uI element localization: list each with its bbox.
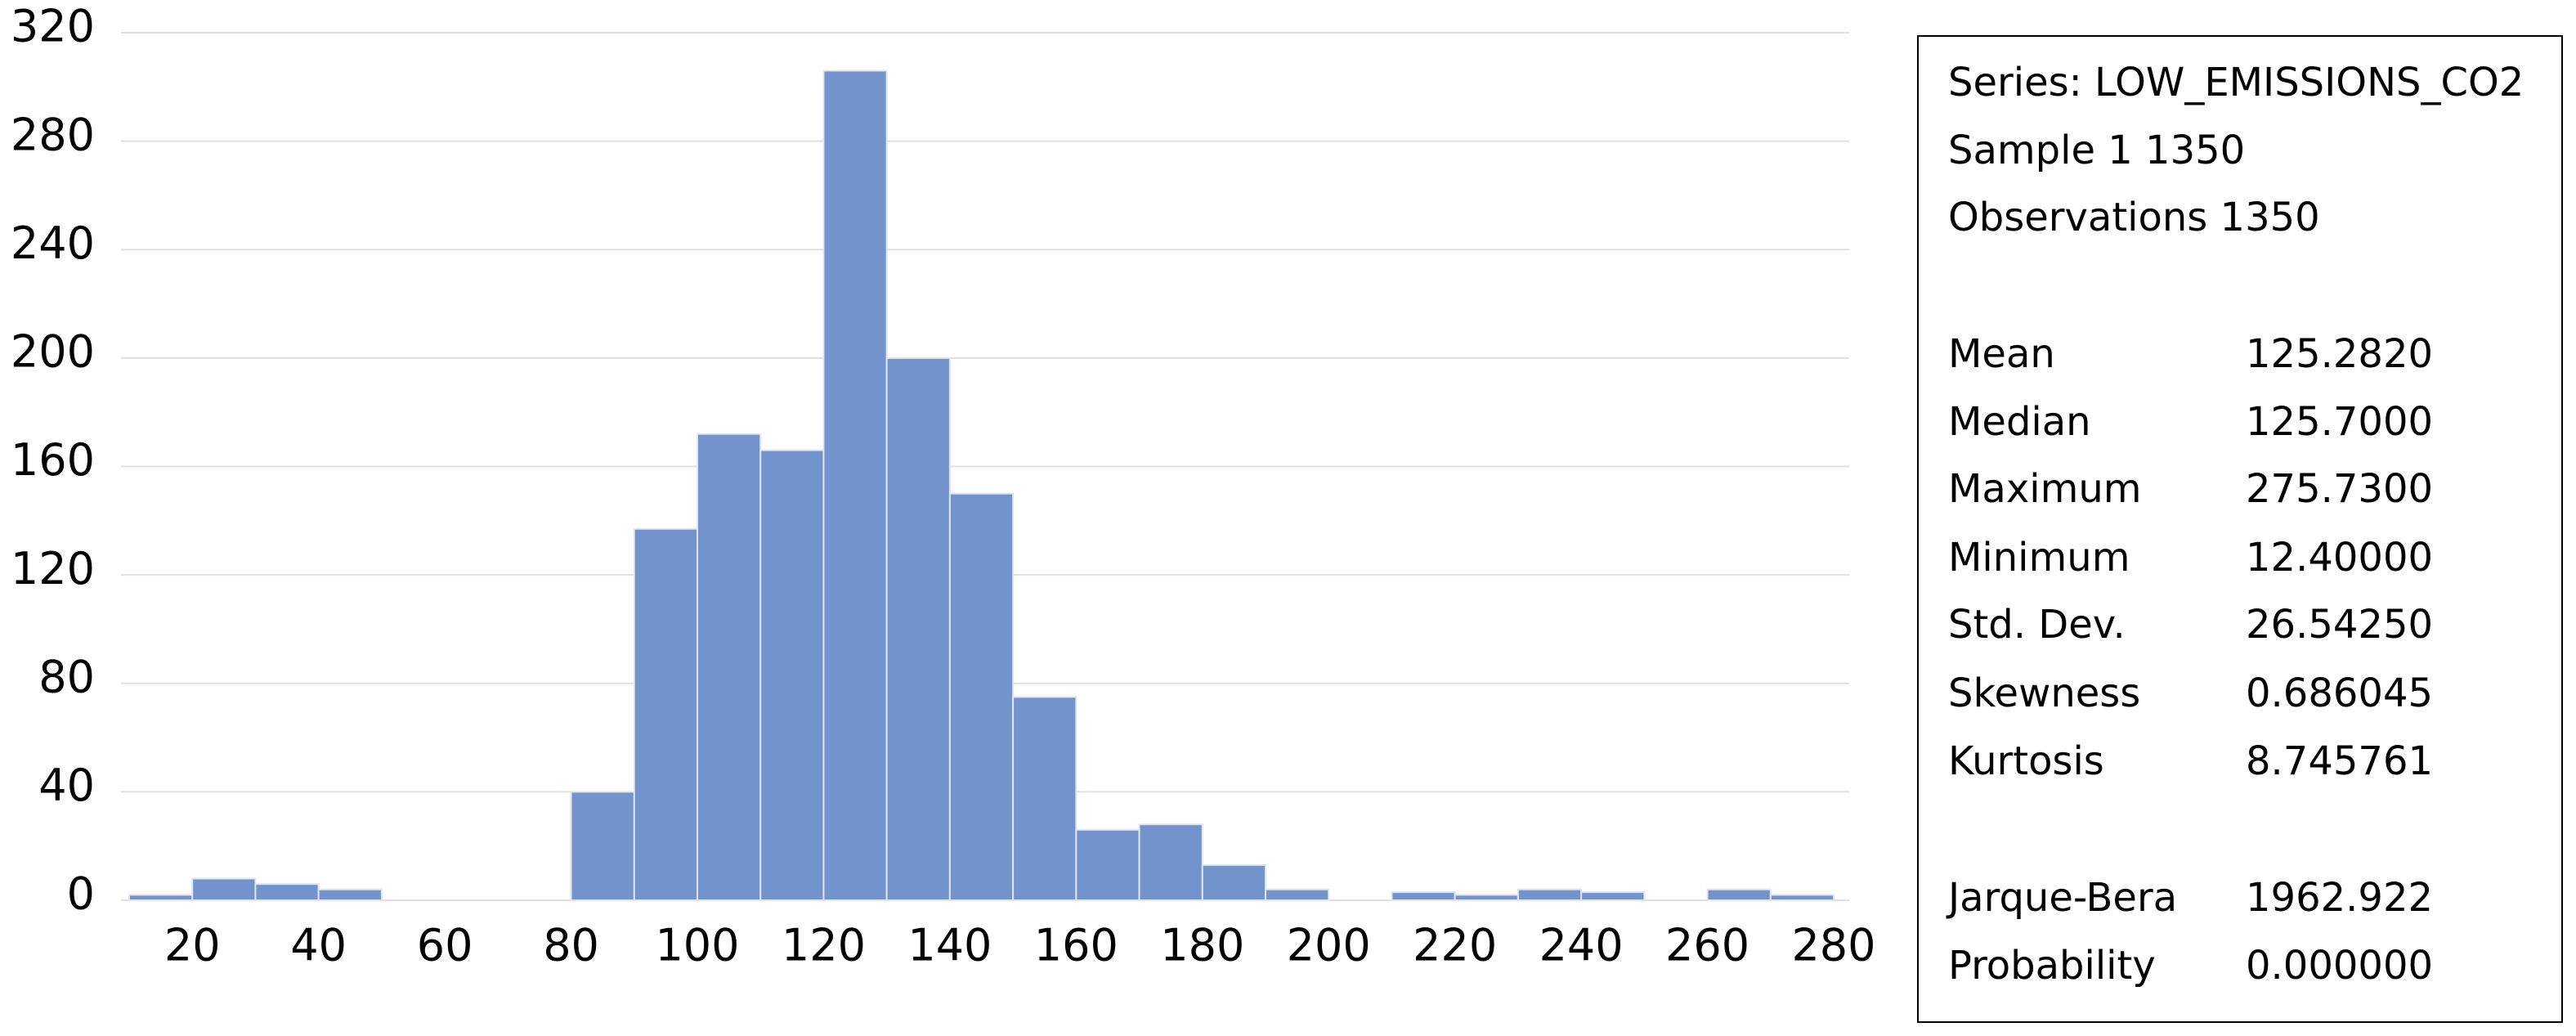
x-tick-label: 220 [1413, 920, 1497, 971]
bar [254, 883, 320, 901]
bar [1580, 891, 1646, 901]
stat-value: 0.686045 [2246, 670, 2433, 716]
y-tick-label: 200 [11, 326, 95, 378]
stats-panel: Series: LOW_EMISSIONS_CO2 Sample 1 1350 Ob… [1917, 35, 2563, 1023]
y-tick-label: 160 [11, 434, 95, 486]
stat-value: 125.7000 [2246, 399, 2433, 445]
bar [1769, 894, 1835, 902]
x-tick-label: 40 [290, 920, 347, 971]
bar [128, 894, 194, 902]
bar [1138, 823, 1203, 901]
bar [570, 791, 635, 901]
x-tick-label: 180 [1160, 920, 1244, 971]
y-tick-label: 80 [38, 651, 95, 702]
bar [1391, 891, 1456, 901]
x-tick-label: 100 [655, 920, 739, 971]
stat-value: 26.54250 [2246, 602, 2433, 648]
bar [633, 527, 698, 902]
stat-label: Median [1948, 399, 2091, 445]
stat-label: Std. Dev. [1948, 602, 2126, 648]
panel-header-line: Series: LOW_EMISSIONS_CO2 [1948, 60, 2524, 105]
bar [948, 492, 1015, 901]
stat-value: 275.7300 [2246, 466, 2433, 512]
x-tick-label: 60 [417, 920, 473, 971]
stat-label: Minimum [1948, 535, 2130, 581]
x-tick-label: 280 [1791, 920, 1875, 971]
x-tick-label: 80 [543, 920, 599, 971]
bar [1265, 888, 1330, 902]
stat-label: Skewness [1948, 670, 2140, 716]
bar [1516, 888, 1583, 902]
bar [822, 70, 888, 901]
x-tick-label: 160 [1034, 920, 1118, 971]
y-tick-label: 120 [11, 543, 95, 594]
bar [885, 357, 951, 901]
test-label: Jarque-Bera [1946, 875, 2177, 921]
x-tick-label: 140 [907, 920, 992, 971]
y-tick-label: 0 [67, 868, 95, 920]
stat-label: Mean [1948, 331, 2055, 377]
test-label: Probability [1948, 943, 2156, 989]
bar [1012, 696, 1077, 901]
y-tick-label: 240 [11, 218, 95, 269]
x-tick-label: 120 [782, 920, 866, 971]
bar [1201, 863, 1267, 901]
panel-header-line: Observations 1350 [1948, 195, 2320, 240]
bar [1075, 828, 1140, 902]
x-tick-label: 240 [1539, 920, 1624, 971]
bar [191, 877, 257, 901]
panel-header-line: Sample 1 1350 [1948, 128, 2245, 173]
bar [317, 888, 383, 902]
y-tick-label: 280 [11, 109, 95, 160]
bar [1454, 894, 1519, 902]
bar [697, 433, 762, 901]
x-tick-label: 200 [1287, 920, 1371, 971]
stat-value: 12.40000 [2246, 535, 2433, 581]
bar [759, 449, 825, 901]
test-value: 1962.922 [2246, 875, 2433, 921]
stat-value: 125.2820 [2246, 331, 2433, 377]
bar [1706, 888, 1772, 902]
test-value: 0.000000 [2246, 943, 2433, 989]
y-tick-label: 40 [38, 760, 95, 811]
panel-border [1917, 35, 2563, 1023]
stat-value: 8.745761 [2246, 738, 2433, 784]
y-tick-label: 320 [11, 1, 95, 52]
stat-label: Maximum [1948, 466, 2142, 512]
x-tick-label: 260 [1665, 920, 1749, 971]
stat-label: Kurtosis [1948, 738, 2104, 784]
x-tick-label: 20 [164, 920, 221, 971]
